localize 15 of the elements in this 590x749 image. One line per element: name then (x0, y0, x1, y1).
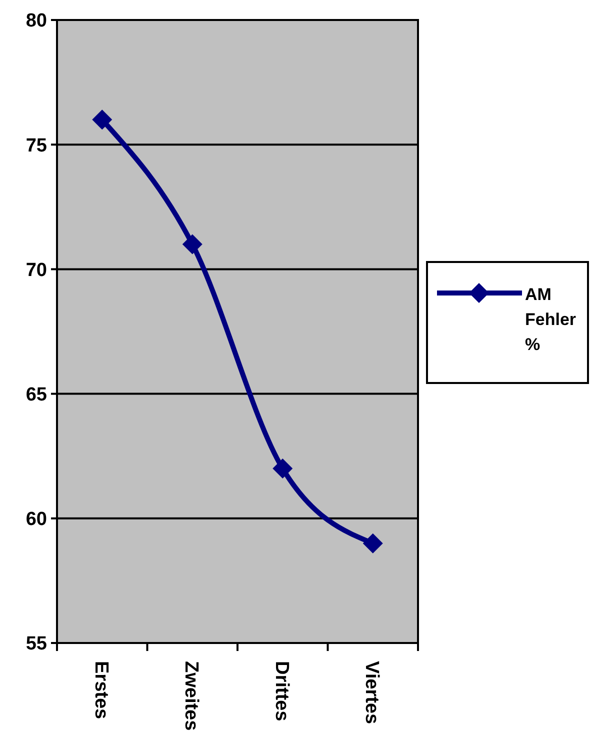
y-tick-label: 60 (26, 509, 47, 530)
y-tick-label: 55 (26, 634, 48, 655)
y-tick-label: 75 (26, 135, 48, 156)
y-tick-label: 65 (26, 384, 48, 406)
legend-label: AM Fehler % (525, 285, 576, 354)
x-tick-label: Zweites (180, 661, 202, 731)
point (92, 110, 112, 130)
x-tick-label: Drittes (270, 661, 292, 722)
x-tick-label: Viertes (361, 661, 382, 724)
x-tick-label: Erstes (90, 661, 112, 720)
point (272, 458, 293, 479)
point (362, 533, 383, 554)
point (182, 234, 202, 254)
y-tick-label: 70 (26, 260, 47, 281)
y-tick-label: 80 (26, 10, 47, 32)
